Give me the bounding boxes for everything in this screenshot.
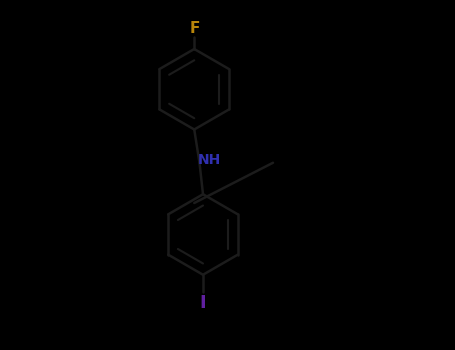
Text: I: I (200, 294, 206, 312)
Text: NH: NH (198, 153, 221, 167)
Text: F: F (190, 21, 200, 36)
